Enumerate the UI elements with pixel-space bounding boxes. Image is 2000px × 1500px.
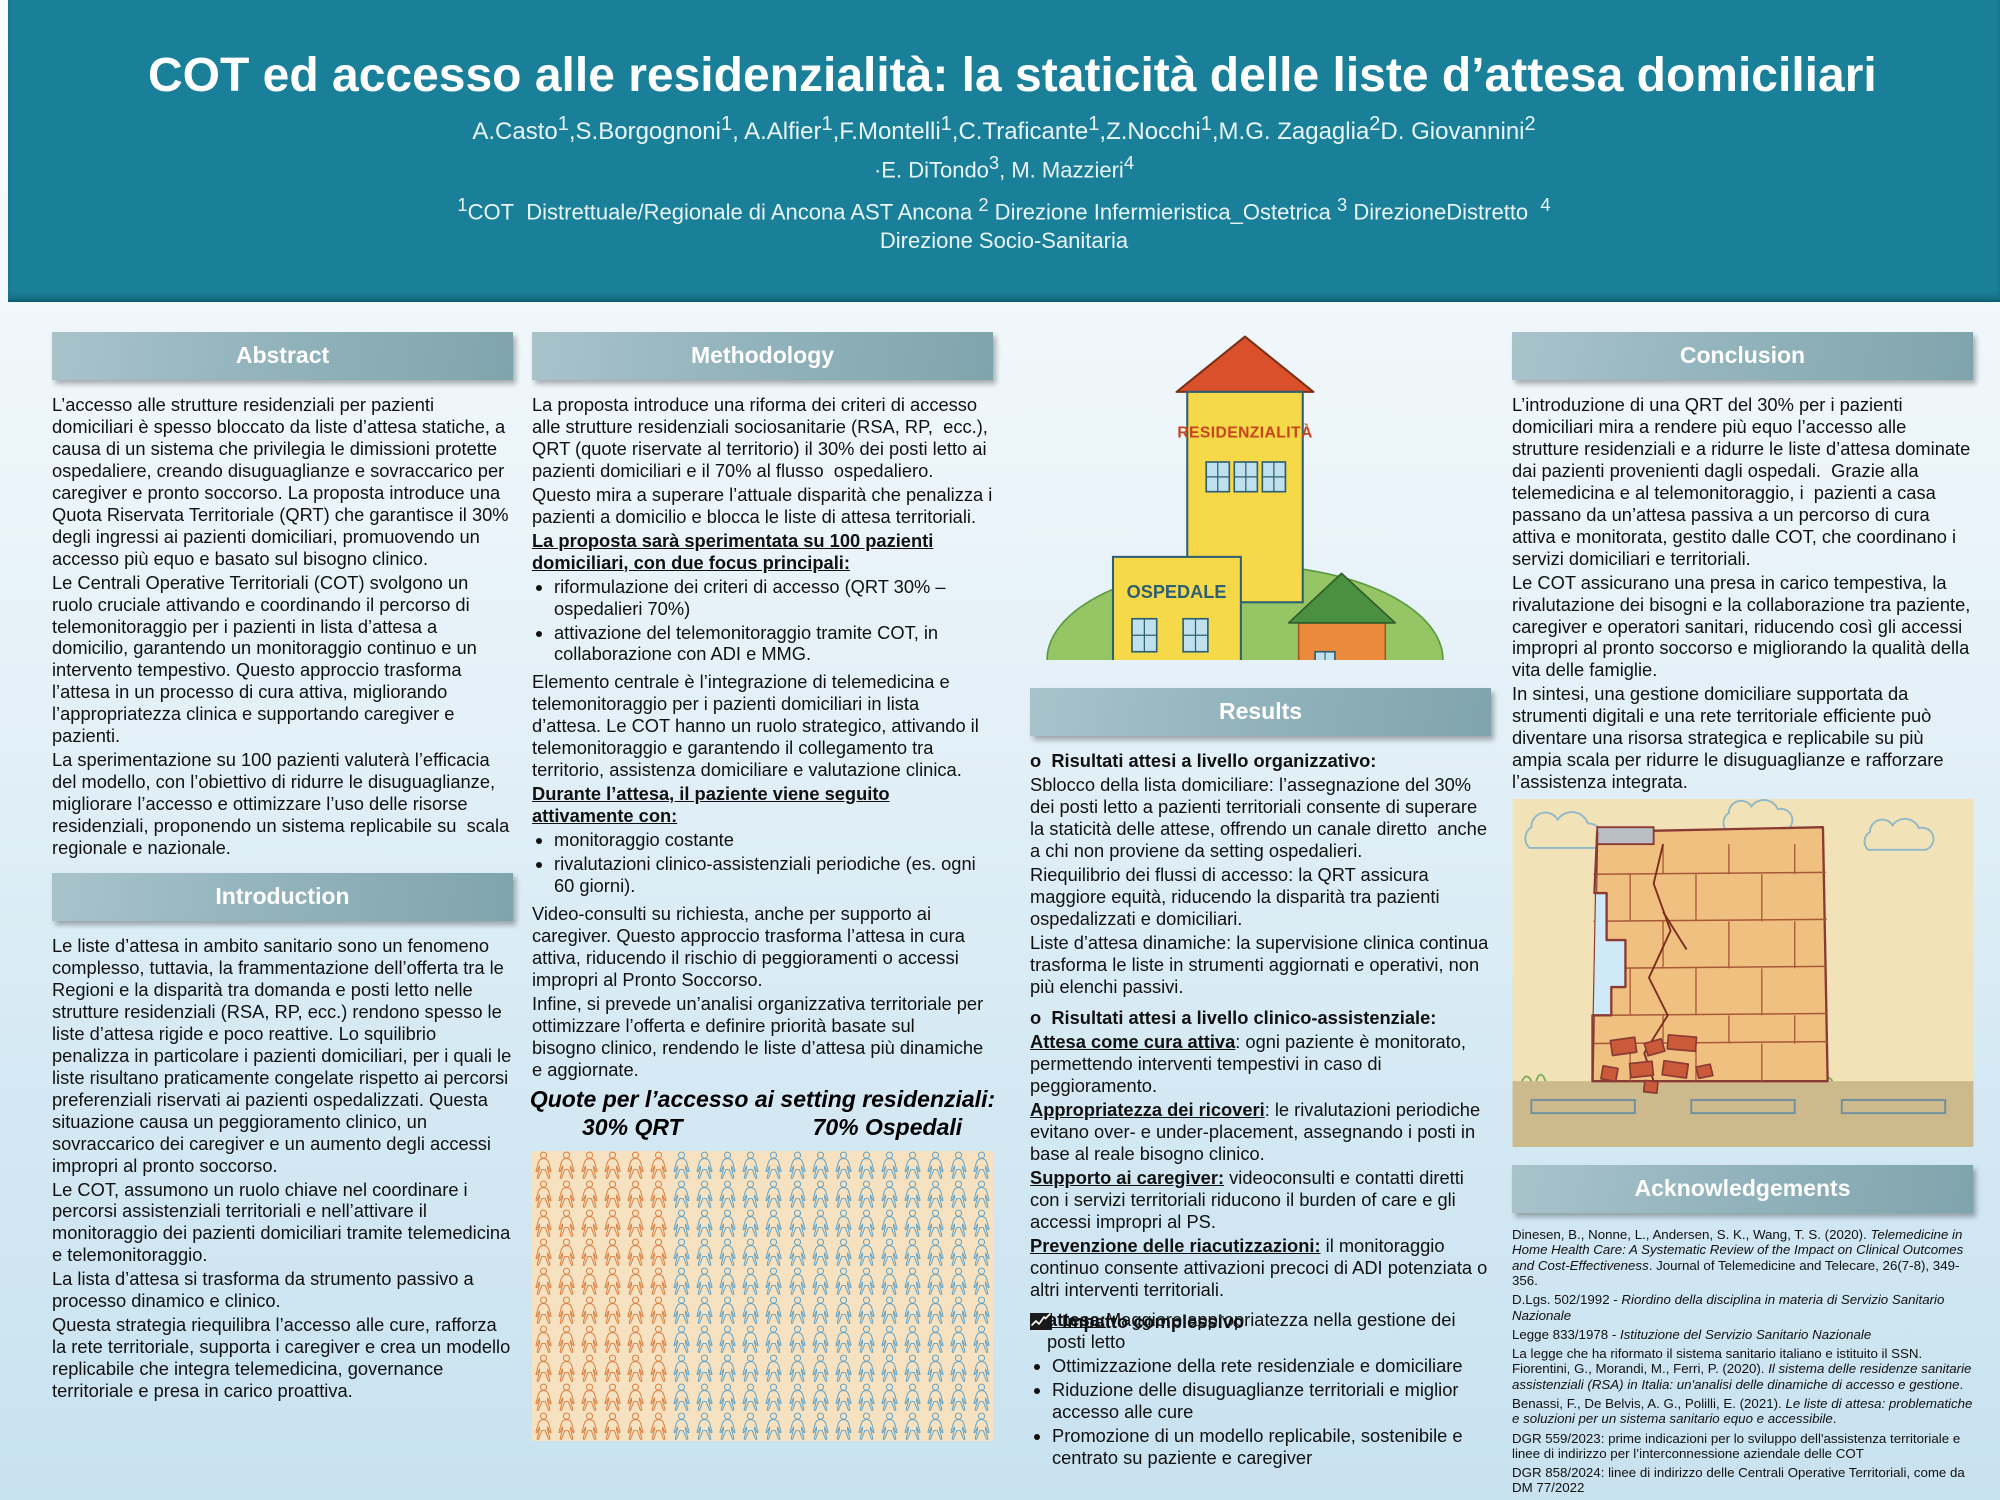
svg-text:OSPEDALE: OSPEDALE [1127, 582, 1227, 602]
svg-text:RESIDENZIALITÀ: RESIDENZIALITÀ [1177, 422, 1312, 441]
